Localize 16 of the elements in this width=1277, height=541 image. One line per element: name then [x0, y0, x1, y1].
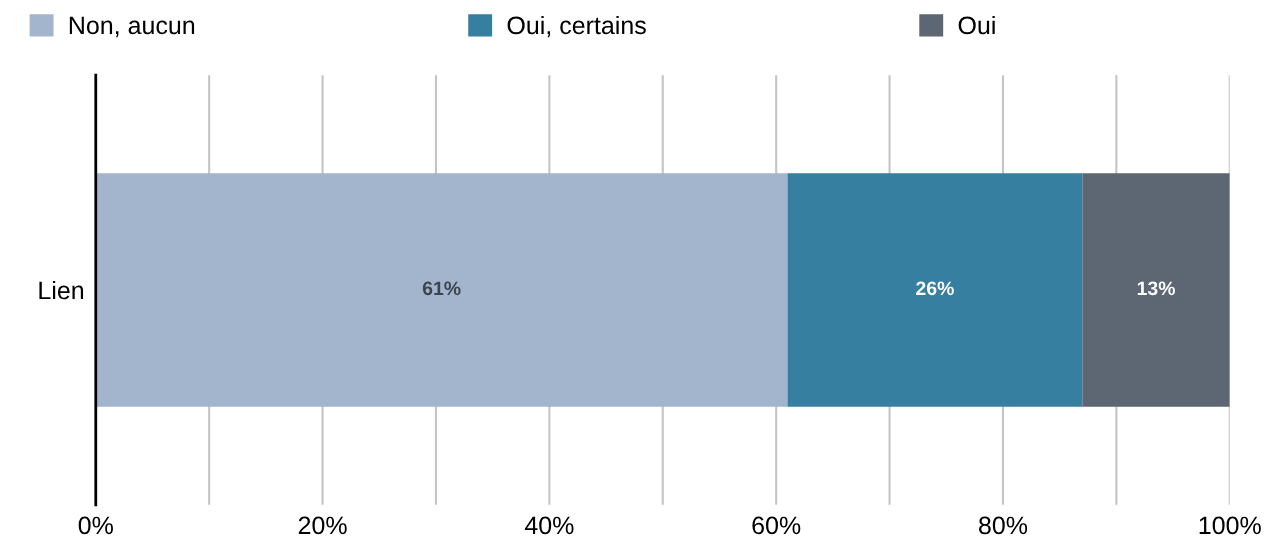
- data-label: 61%: [422, 281, 461, 296]
- data-label: 13%: [1137, 281, 1175, 296]
- legend-label: Non, aucun: [69, 16, 195, 38]
- x-tick-label: 60%: [752, 516, 801, 535]
- x-tick-label: 100%: [1199, 516, 1261, 535]
- x-tick-label: 20%: [298, 516, 347, 535]
- bar: [1082, 173, 1230, 407]
- y-tick-label: Lien: [39, 280, 84, 300]
- legend-label: Oui: [958, 15, 995, 35]
- data-label: 26%: [916, 281, 954, 296]
- x-tick-label: 40%: [524, 516, 574, 535]
- x-tick-label: 0%: [78, 516, 113, 535]
- x-tick-label: 80%: [979, 516, 1028, 535]
- bar: [787, 173, 1083, 407]
- legend-label: Oui, certains: [507, 15, 646, 38]
- bar: [95, 173, 788, 407]
